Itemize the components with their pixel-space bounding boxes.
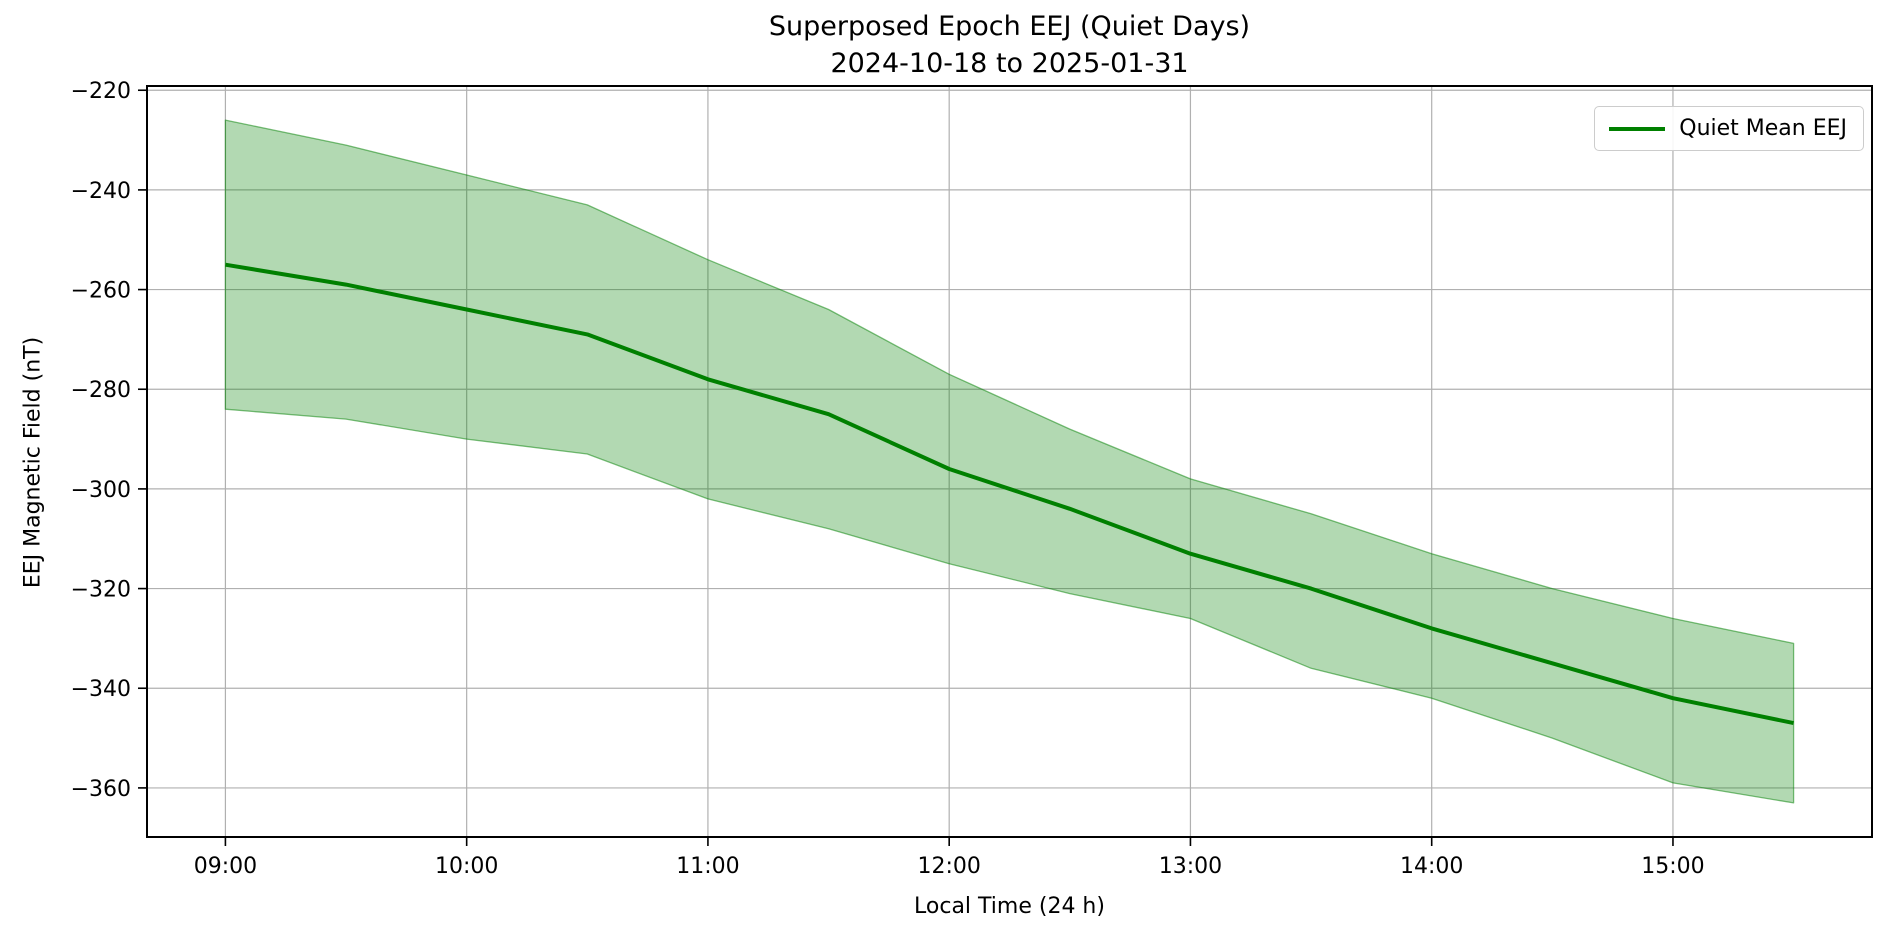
x-tick-label: 13:00	[1159, 854, 1222, 879]
y-tick-label: −360	[71, 777, 131, 802]
y-axis-label: EEJ Magnetic Field (nT)	[20, 336, 46, 589]
x-tick-label: 11:00	[676, 854, 739, 879]
y-tick-label: −340	[71, 677, 131, 702]
x-tick-label: 12:00	[917, 854, 980, 879]
y-tick-label: −220	[71, 79, 131, 104]
y-tick-label: −320	[71, 578, 131, 603]
legend: Quiet Mean EEJ	[1594, 106, 1864, 151]
y-tick-label: −280	[71, 378, 131, 403]
y-tick-label: −300	[71, 478, 131, 503]
y-tick-label: −240	[71, 179, 131, 204]
x-tick-label: 09:00	[194, 854, 257, 879]
y-tick-label: −260	[71, 279, 131, 304]
x-tick-label: 14:00	[1400, 854, 1463, 879]
axes-spines	[146, 85, 1873, 838]
chart-title: Superposed Epoch EEJ (Quiet Days)	[768, 11, 1251, 42]
legend-entry-label: Quiet Mean EEJ	[1679, 116, 1847, 141]
x-tick-label: 15:00	[1641, 854, 1704, 879]
chart-subtitle: 2024-10-18 to 2025-01-31	[830, 48, 1189, 79]
chart-title-block: Superposed Epoch EEJ (Quiet Days) 2024-1…	[147, 8, 1872, 82]
mean-line	[225, 262, 1795, 726]
confidence-band	[224, 119, 1795, 804]
x-axis-label: Local Time (24 h)	[914, 894, 1105, 919]
x-tick-label: 10:00	[435, 854, 498, 879]
legend-line-swatch	[1609, 126, 1666, 131]
